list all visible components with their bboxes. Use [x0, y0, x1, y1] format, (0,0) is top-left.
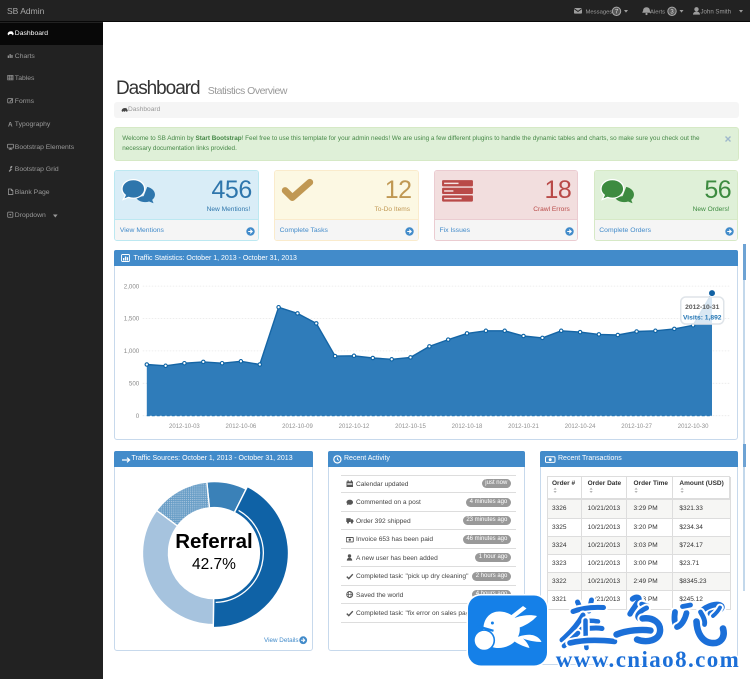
svg-text:1,000: 1,000 — [124, 348, 140, 355]
svg-text:2012-10-03: 2012-10-03 — [169, 424, 200, 430]
svg-text:0: 0 — [136, 413, 140, 420]
svg-text:John Smith: John Smith — [701, 9, 731, 16]
svg-text:2,000: 2,000 — [124, 283, 140, 290]
svg-text:Visits: 1,892: Visits: 1,892 — [683, 315, 722, 322]
svg-text:2012-10-12: 2012-10-12 — [339, 424, 370, 430]
svg-text:1,500: 1,500 — [124, 316, 140, 323]
svg-text:2012-10-06: 2012-10-06 — [226, 424, 257, 430]
svg-text:2012-10-30: 2012-10-30 — [678, 424, 709, 430]
svg-text:2012-10-09: 2012-10-09 — [282, 424, 313, 430]
svg-text:Messages: Messages — [586, 10, 613, 16]
svg-text:2012-10-15: 2012-10-15 — [395, 424, 426, 430]
svg-text:3: 3 — [670, 10, 674, 16]
svg-text:2012-10-18: 2012-10-18 — [452, 424, 483, 430]
svg-text:2012-10-31: 2012-10-31 — [685, 304, 719, 311]
svg-text:42.7%: 42.7% — [192, 556, 236, 573]
svg-text:Alerts: Alerts — [650, 10, 665, 16]
svg-text:7: 7 — [615, 10, 619, 16]
svg-text:2012-10-21: 2012-10-21 — [508, 424, 539, 430]
svg-text:www.cniao8.com: www.cniao8.com — [556, 647, 740, 672]
svg-text:A: A — [8, 121, 13, 127]
svg-text:Referral: Referral — [175, 530, 253, 553]
svg-text:2012-10-27: 2012-10-27 — [621, 424, 652, 430]
svg-text:2012-10-24: 2012-10-24 — [565, 424, 596, 430]
svg-text:500: 500 — [129, 381, 140, 388]
